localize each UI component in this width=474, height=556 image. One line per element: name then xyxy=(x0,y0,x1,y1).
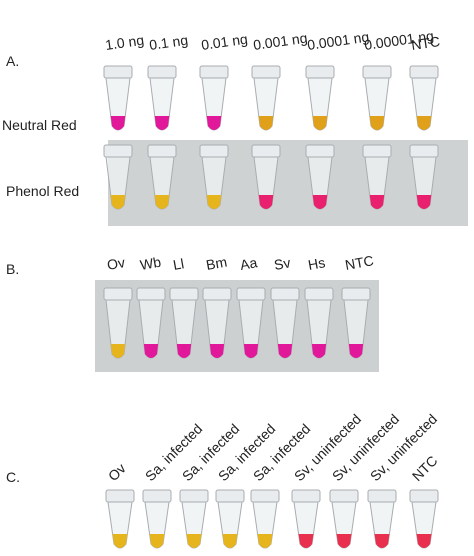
column-label: NTC xyxy=(410,33,441,53)
tube-liquid xyxy=(258,195,274,209)
tube-cap xyxy=(136,287,166,301)
column-label: 0.001 ng xyxy=(252,30,308,53)
tube-cap xyxy=(362,65,392,79)
column-label: NTC xyxy=(409,452,441,484)
tube-liquid xyxy=(312,116,328,130)
column-label: Ov xyxy=(106,254,126,273)
tube-liquid xyxy=(257,534,273,548)
tube-cap xyxy=(362,144,392,158)
tube-cap xyxy=(199,65,229,79)
tube-cap xyxy=(329,489,359,503)
row-label: Phenol Red xyxy=(6,183,79,199)
tube-cap xyxy=(103,287,133,301)
tube-cap xyxy=(169,287,199,301)
column-label: Sv xyxy=(273,254,292,273)
tube-cap xyxy=(367,489,397,503)
tube-liquid xyxy=(369,116,385,130)
tube-cap xyxy=(291,489,321,503)
tube-cap xyxy=(304,287,334,301)
column-label: Hs xyxy=(307,254,327,273)
tube-cap xyxy=(103,144,133,158)
tube-liquid xyxy=(416,534,432,548)
column-label: 0.1 ng xyxy=(148,32,189,53)
tube-liquid xyxy=(298,534,314,548)
tube-liquid xyxy=(154,116,170,130)
tube-liquid xyxy=(110,344,126,358)
column-label: NTC xyxy=(344,252,375,273)
panel-label: A. xyxy=(6,53,19,69)
tube-cap xyxy=(409,489,439,503)
column-label: Aa xyxy=(239,254,259,273)
tube-cap xyxy=(179,489,209,503)
tube-liquid xyxy=(112,534,128,548)
tube-cap xyxy=(103,65,133,79)
tube-liquid xyxy=(374,534,390,548)
tube-liquid xyxy=(311,344,327,358)
tube-cap xyxy=(251,65,281,79)
tube-liquid xyxy=(206,195,222,209)
tube-cap xyxy=(215,489,245,503)
column-label: 1.0 ng xyxy=(104,32,145,53)
tube-liquid xyxy=(277,344,293,358)
tube-liquid xyxy=(110,116,126,130)
column-label: Ov xyxy=(105,460,129,484)
tube-cap xyxy=(199,144,229,158)
tube-liquid xyxy=(149,534,165,548)
tube-liquid xyxy=(348,344,364,358)
column-label: 0.01 ng xyxy=(200,31,248,53)
panel-label: B. xyxy=(6,261,19,277)
row-label: Neutral Red xyxy=(2,117,77,133)
tube-liquid xyxy=(222,534,238,548)
tube-liquid xyxy=(312,195,328,209)
tube-liquid xyxy=(186,534,202,548)
tube-cap xyxy=(147,144,177,158)
tube-cap xyxy=(409,144,439,158)
tube-liquid xyxy=(176,344,192,358)
tube-liquid xyxy=(258,116,274,130)
tube-cap xyxy=(250,489,280,503)
tube-liquid xyxy=(416,116,432,130)
tube-cap xyxy=(251,144,281,158)
tube-cap xyxy=(105,489,135,503)
tube-cap xyxy=(409,65,439,79)
tube-liquid xyxy=(369,195,385,209)
tube-liquid xyxy=(416,195,432,209)
panel-label: C. xyxy=(6,469,20,485)
tube-cap xyxy=(305,65,335,79)
tube-liquid xyxy=(154,195,170,209)
tube-liquid xyxy=(206,116,222,130)
tube-cap xyxy=(341,287,371,301)
tube-liquid xyxy=(209,344,225,358)
column-label: Bm xyxy=(205,254,228,273)
tube-cap xyxy=(236,287,266,301)
tube-cap xyxy=(202,287,232,301)
tube-cap xyxy=(270,287,300,301)
tube-liquid xyxy=(110,195,126,209)
tube-cap xyxy=(147,65,177,79)
column-label: Wb xyxy=(139,254,163,273)
tube-cap xyxy=(305,144,335,158)
tube-liquid xyxy=(243,344,259,358)
column-label: Ll xyxy=(172,255,186,273)
tube-cap xyxy=(142,489,172,503)
column-label: 0.0001 ng xyxy=(306,28,370,53)
tube-liquid xyxy=(143,344,159,358)
tube-liquid xyxy=(336,534,352,548)
